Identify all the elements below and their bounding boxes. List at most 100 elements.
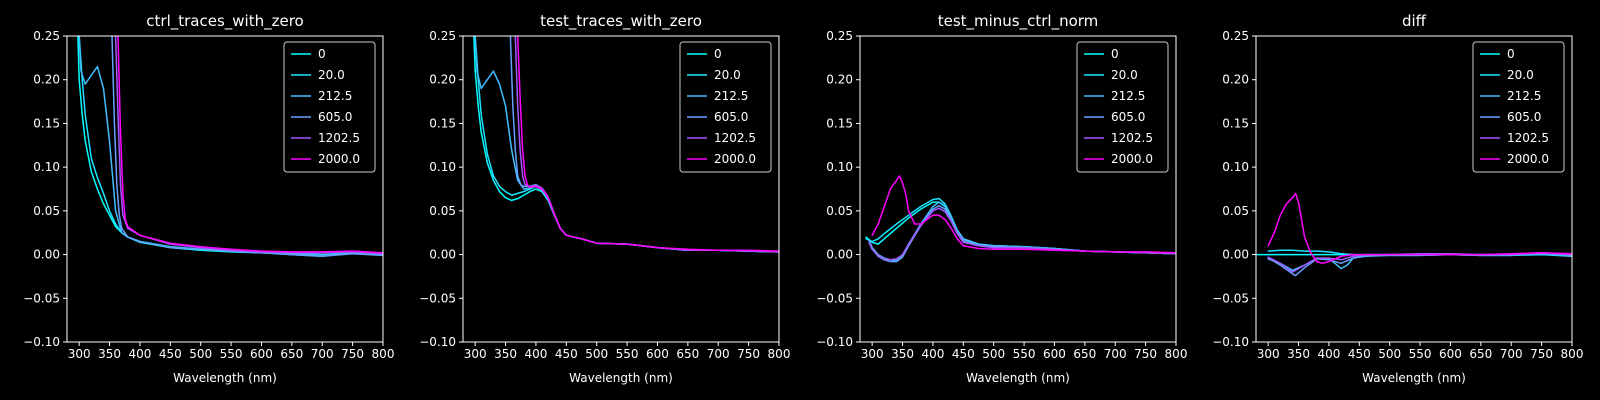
x-axis-label: Wavelength (nm) (173, 371, 277, 385)
x-tick-label: 500 (1378, 347, 1401, 361)
legend-entry: 212.5 (714, 89, 748, 103)
x-tick-label: 700 (1500, 347, 1523, 361)
plot-frame (462, 35, 780, 343)
legend-entry: 605.0 (318, 110, 352, 124)
x-tick-label: 500 (585, 347, 608, 361)
chart-title: ctrl_traces_with_zero (146, 12, 303, 31)
y-tick-label: 0.10 (1222, 160, 1249, 174)
series-line-605.0 (111, 36, 383, 258)
x-tick-label: 550 (616, 347, 639, 361)
legend-entry: 212.5 (1507, 89, 1541, 103)
legend-entry: 605.0 (1111, 110, 1145, 124)
x-tick-label: 450 (1348, 347, 1371, 361)
y-tick-label: 0.10 (33, 160, 60, 174)
y-tick-label: 0.15 (826, 116, 853, 130)
legend-entry: 1202.5 (1507, 131, 1549, 145)
x-tick-label: 700 (707, 347, 730, 361)
x-tick-label: 300 (68, 347, 91, 361)
x-tick-label: 600 (250, 347, 273, 361)
x-tick-label: 650 (676, 347, 699, 361)
x-axis-label: Wavelength (nm) (966, 371, 1070, 385)
legend: 0 20.0 212.5 605.0 1202.5 2000.0 (1472, 41, 1565, 173)
plot-frame (66, 35, 384, 343)
legend-entry: 2000.0 (318, 152, 360, 166)
x-tick-label: 350 (891, 347, 914, 361)
chart-panel-1: 300 350 400 450 500 550 600 650 700 750 800 −0.10 −0… (23, 12, 394, 385)
y-tick-label: 0.00 (429, 248, 456, 262)
y-tick-label: 0.20 (826, 73, 853, 87)
legend-entry: 20.0 (1507, 68, 1534, 82)
x-tick-label: 700 (311, 347, 334, 361)
series-line-2000.0 (871, 175, 1176, 254)
y-tick-label: −0.10 (419, 335, 456, 349)
legend-entry: 605.0 (714, 110, 748, 124)
y-tick-label: 0.20 (429, 73, 456, 87)
legend: 0 20.0 212.5 605.0 1202.5 2000.0 (1076, 41, 1169, 173)
x-tick-label: 550 (1013, 347, 1036, 361)
plot-frame (1255, 35, 1573, 343)
x-tick-label: 750 (1134, 347, 1157, 361)
legend-entry: 2000.0 (1507, 152, 1549, 166)
legend-entry: 0 (1111, 47, 1119, 61)
legend-entry: 1202.5 (1111, 131, 1153, 145)
series-line-2000.0 (1267, 192, 1572, 265)
legend-entry: 212.5 (318, 89, 352, 103)
chart-panel-4: 300 350 400 450 500 550 600 650 700 750 800 −0.10 −0… (1212, 12, 1583, 385)
x-tick-label: 400 (921, 347, 944, 361)
y-tick-label: −0.10 (1212, 335, 1249, 349)
y-tick-label: 0.25 (1222, 29, 1249, 43)
legend-entry: 2000.0 (1111, 152, 1153, 166)
y-tick-label: 0.20 (1222, 73, 1249, 87)
x-tick-label: 450 (952, 347, 975, 361)
series-lines (473, 36, 779, 253)
x-tick-label: 600 (1043, 347, 1066, 361)
legend-entry: 605.0 (1507, 110, 1541, 124)
y-tick-label: 0.05 (33, 204, 60, 218)
x-axis-label: Wavelength (nm) (569, 371, 673, 385)
x-tick-label: 500 (189, 347, 212, 361)
x-tick-label: 350 (494, 347, 517, 361)
x-tick-label: 750 (1530, 347, 1553, 361)
x-tick-label: 650 (1073, 347, 1096, 361)
x-tick-label: 550 (1409, 347, 1432, 361)
x-tick-label: 300 (464, 347, 487, 361)
x-tick-label: 700 (1104, 347, 1127, 361)
series-line-2000.0 (516, 36, 779, 252)
legend-entry: 0 (1507, 47, 1515, 61)
y-tick-label: −0.05 (1212, 291, 1249, 305)
legend-entry: 1202.5 (714, 131, 756, 145)
y-tick-label: 0.00 (1222, 248, 1249, 262)
x-tick-label: 450 (555, 347, 578, 361)
x-tick-label: 450 (159, 347, 182, 361)
x-tick-label: 650 (280, 347, 303, 361)
legend-entry: 20.0 (318, 68, 345, 82)
y-tick-label: 0.25 (33, 29, 60, 43)
x-tick-label: 400 (128, 347, 151, 361)
x-tick-label: 500 (982, 347, 1005, 361)
y-tick-label: 0.10 (826, 160, 853, 174)
y-tick-label: 0.15 (1222, 116, 1249, 130)
y-tick-label: 0.15 (33, 116, 60, 130)
legend-entry: 20.0 (714, 68, 741, 82)
x-tick-label: 350 (1287, 347, 1310, 361)
y-tick-label: 0.05 (826, 204, 853, 218)
y-tick-label: 0.10 (429, 160, 456, 174)
x-tick-label: 600 (1439, 347, 1462, 361)
chart-title: diff (1402, 12, 1427, 30)
x-tick-label: 800 (372, 347, 395, 361)
chart-title: test_traces_with_zero (540, 12, 702, 31)
legend-entry: 212.5 (1111, 89, 1145, 103)
y-tick-label: 0.25 (826, 29, 853, 43)
series-lines (1256, 192, 1572, 277)
x-tick-label: 400 (1317, 347, 1340, 361)
y-tick-label: −0.05 (23, 291, 60, 305)
y-tick-label: 0.05 (1222, 204, 1249, 218)
series-line-1202.5 (114, 36, 383, 255)
y-tick-label: 0.20 (33, 73, 60, 87)
x-tick-label: 550 (220, 347, 243, 361)
chart-title: test_minus_ctrl_norm (938, 12, 1099, 31)
legend-entry: 0 (714, 47, 722, 61)
y-tick-label: −0.05 (816, 291, 853, 305)
y-tick-label: 0.15 (429, 116, 456, 130)
